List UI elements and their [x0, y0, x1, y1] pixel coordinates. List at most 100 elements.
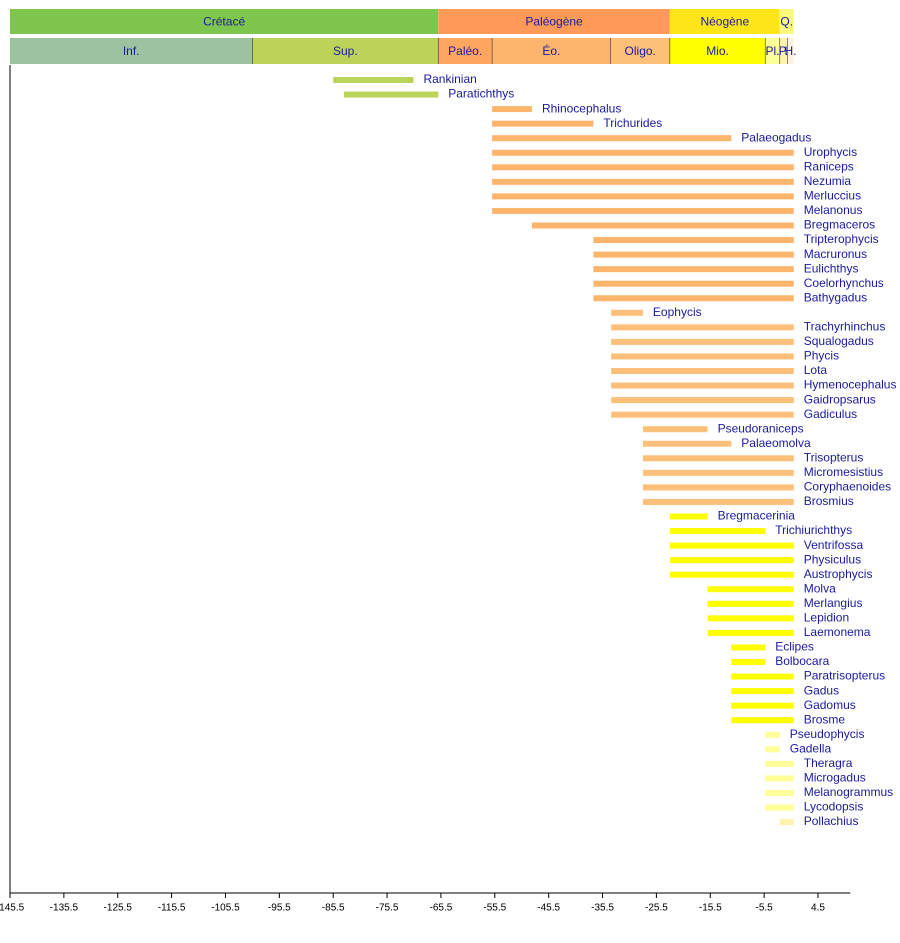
- x-tick-label: -25.5: [645, 903, 668, 914]
- bar-label: Micromesistius: [804, 465, 883, 479]
- range-bar: [611, 382, 794, 389]
- range-bar: [593, 237, 794, 244]
- bar-label: Macruronus: [804, 247, 867, 261]
- range-bar: [669, 513, 708, 520]
- range-bar: [765, 731, 780, 738]
- bar-label: Theragra: [804, 756, 853, 770]
- range-bar: [343, 91, 439, 98]
- range-bar: [611, 309, 643, 316]
- epoch-label: Sup.: [333, 44, 358, 58]
- bar-label: Austrophycis: [804, 567, 873, 581]
- range-bar: [593, 266, 794, 273]
- epoch-label: H.: [785, 44, 797, 58]
- bar-label: Eulichthys: [804, 261, 859, 275]
- bar-label: Gaidropsarus: [804, 392, 876, 406]
- bar-label: Melanogrammus: [804, 785, 893, 799]
- period-label: Néogène: [700, 15, 749, 29]
- x-tick-label: -135.5: [50, 903, 79, 914]
- bar-label: Squalogadus: [804, 334, 874, 348]
- range-bar: [731, 673, 794, 680]
- range-bar: [492, 120, 594, 127]
- x-tick-label: -95.5: [268, 903, 291, 914]
- x-tick-label: -65.5: [430, 903, 453, 914]
- epoch-band: [779, 38, 788, 64]
- range-bar: [642, 426, 708, 433]
- range-bar: [765, 760, 794, 767]
- x-tick-label: -75.5: [376, 903, 399, 914]
- range-bar: [531, 222, 794, 229]
- epoch-label: Inf.: [123, 44, 140, 58]
- bar-label: Trichurides: [603, 116, 662, 130]
- range-bar: [593, 251, 794, 258]
- bar-label: Trisopterus: [804, 450, 864, 464]
- range-bar: [707, 600, 794, 607]
- epoch-band: [252, 38, 439, 64]
- epoch-band: [765, 38, 780, 64]
- bar-label: Palaeogadus: [741, 130, 811, 144]
- period-band: [669, 9, 780, 34]
- x-tick-label: -105.5: [211, 903, 240, 914]
- range-bar: [611, 397, 794, 404]
- bar-label: Molva: [804, 581, 836, 595]
- x-tick-label: -15.5: [699, 903, 722, 914]
- range-bar: [642, 484, 794, 491]
- bar-label: Gadus: [804, 683, 839, 697]
- range-bar: [611, 411, 794, 418]
- x-tick-label: -35.5: [591, 903, 614, 914]
- bar-label: Melanonus: [804, 203, 863, 217]
- range-bar: [642, 455, 794, 462]
- bar-label: Merlangius: [804, 596, 863, 610]
- range-bar: [492, 164, 794, 171]
- range-bar: [642, 469, 794, 476]
- bar-label: Physiculus: [804, 552, 861, 566]
- bar-label: Eophycis: [653, 305, 702, 319]
- range-bar: [779, 819, 794, 826]
- range-bar: [731, 659, 766, 665]
- bar-label: Nezumia: [804, 174, 852, 188]
- bar-label: Lepidion: [804, 611, 849, 625]
- range-bar: [669, 571, 794, 578]
- bar-label: Bolbocara: [775, 654, 829, 668]
- x-tick-label: 4.5: [811, 903, 825, 914]
- bar-label: Pseudoraniceps: [718, 421, 804, 435]
- bar-label: Lycodopsis: [804, 800, 864, 814]
- bar-label: Gadomus: [804, 698, 856, 712]
- bar-label: Ventrifossa: [804, 538, 864, 552]
- range-bar: [765, 775, 794, 782]
- range-bar: [707, 629, 794, 636]
- x-tick-label: -85.5: [322, 903, 345, 914]
- epoch-band: [492, 38, 611, 64]
- bar-label: Gadiculus: [804, 407, 857, 421]
- range-bar: [669, 542, 794, 549]
- bar-label: Pseudophycis: [790, 727, 865, 741]
- bar-label: Bathygadus: [804, 290, 867, 304]
- x-tick-label: -145.5: [0, 903, 25, 914]
- bar-label: Phycis: [804, 349, 839, 363]
- range-bar: [611, 324, 794, 331]
- bar-label: Rankinian: [423, 72, 476, 86]
- epoch-label: Oligo.: [625, 44, 656, 58]
- bar-label: Paratichthys: [448, 87, 514, 101]
- bar-label: Pollachius: [804, 814, 859, 828]
- x-tick-label: -5.5: [756, 903, 774, 914]
- bar-label: Trachyrhinchus: [804, 320, 886, 334]
- epoch-band: [438, 38, 493, 64]
- range-bar: [669, 528, 766, 535]
- epoch-band: [787, 38, 794, 64]
- bar-label: Raniceps: [804, 159, 854, 173]
- bar-label: Urophycis: [804, 145, 857, 159]
- bar-label: Bregmacerinia: [718, 509, 796, 523]
- bar-label: Rhinocephalus: [542, 101, 621, 115]
- bar-label: Bregmaceros: [804, 218, 875, 232]
- range-bar: [492, 178, 794, 185]
- period-band: [10, 9, 439, 34]
- range-bar: [611, 368, 794, 374]
- range-bar: [707, 586, 794, 593]
- bar-label: Lota: [804, 363, 828, 377]
- x-tick-label: -115.5: [158, 903, 186, 914]
- epoch-label: Éo.: [542, 43, 560, 58]
- bar-label: Merluccius: [804, 189, 861, 203]
- period-band: [779, 9, 794, 34]
- epoch-label: Paléo.: [448, 44, 482, 58]
- range-bar: [731, 644, 766, 651]
